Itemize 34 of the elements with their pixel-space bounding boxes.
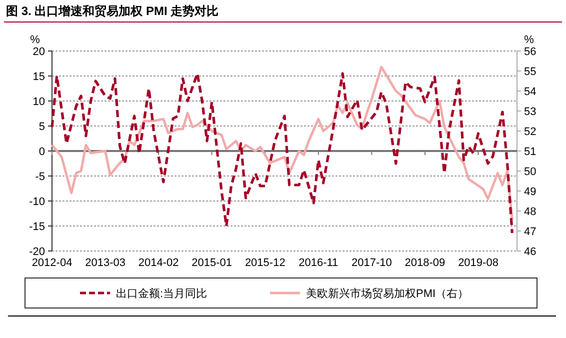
y-tick-label: -10 xyxy=(29,196,45,208)
y2-tick-label: 55 xyxy=(524,66,536,78)
y2-tick-label: 49 xyxy=(524,186,536,198)
x-tick-label: 2017-10 xyxy=(352,257,392,269)
y-tick-label: -20 xyxy=(29,246,45,258)
y-tick-label: -15 xyxy=(29,221,45,233)
x-tick-label: 2014-02 xyxy=(138,257,179,269)
y2-tick-label: 48 xyxy=(524,206,536,218)
x-tick-label: 2013-03 xyxy=(85,257,126,269)
x-tick-label: 2012-04 xyxy=(32,257,72,269)
y-tick-label: 20 xyxy=(32,46,45,58)
y-tick-label: 15 xyxy=(32,71,45,83)
y2-tick-label: 54 xyxy=(524,86,536,98)
y-tick-label: 10 xyxy=(32,96,45,108)
x-tick-label: 2019-08 xyxy=(458,257,498,269)
y2-tick-label: 47 xyxy=(524,226,536,238)
x-tick-label: 2016-11 xyxy=(298,257,338,269)
chart-title: 图 3. 出口增速和贸易加权 PMI 走势对比 xyxy=(6,4,219,18)
legend-label: 出口金额:当月同比 xyxy=(116,287,208,300)
x-tick-label: 2018-09 xyxy=(404,257,446,269)
x-tick-label: 2015-01 xyxy=(192,257,232,269)
x-tick-label: 2015-12 xyxy=(244,257,286,269)
y2-axis-title: % xyxy=(524,34,534,46)
legend-label: 美欧新兴市场贸易加权PMI（右） xyxy=(306,287,469,300)
y-tick-label: 0 xyxy=(38,146,45,158)
y2-tick-label: 46 xyxy=(524,246,536,258)
y2-tick-label: 53 xyxy=(524,106,536,118)
y2-tick-label: 56 xyxy=(524,46,536,58)
y2-tick-label: 51 xyxy=(524,146,536,158)
y2-tick-label: 50 xyxy=(524,166,536,178)
y2-tick-label: 52 xyxy=(524,126,536,138)
y-tick-label: -5 xyxy=(35,171,45,183)
y-tick-label: 5 xyxy=(38,121,45,133)
y-axis-title: % xyxy=(30,34,40,46)
